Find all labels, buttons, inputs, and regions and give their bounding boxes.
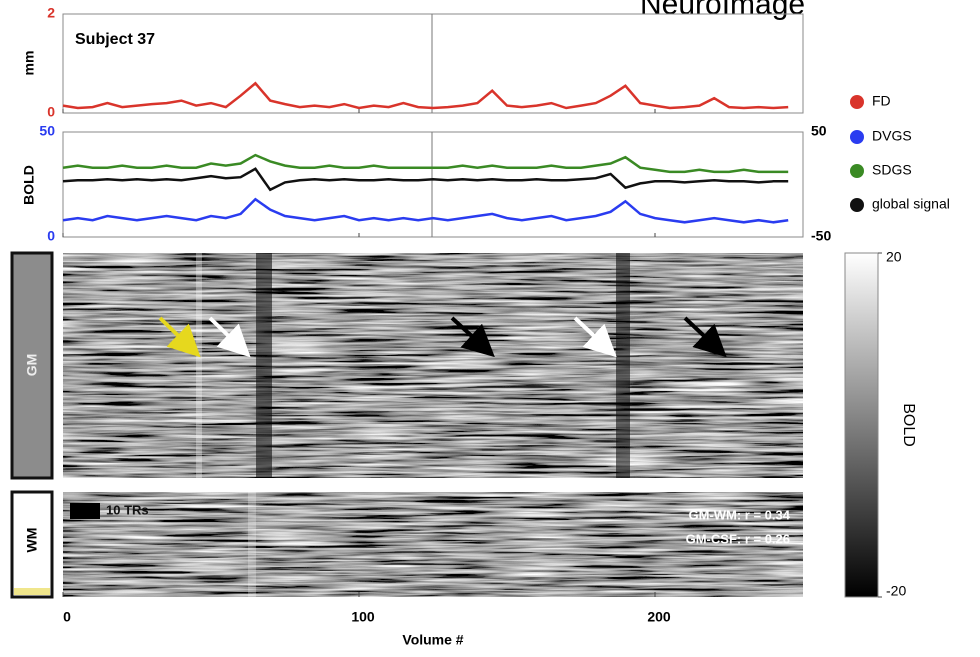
colorbar-tick-label: -20 (886, 583, 906, 599)
y2-tick-label: -50 (811, 228, 831, 244)
bold-panel (62, 131, 804, 238)
scale-bar (70, 503, 100, 519)
y-axis-label: mm (21, 51, 37, 76)
arrow (208, 316, 251, 358)
arrow (573, 316, 617, 358)
x-tick-label: 200 (647, 609, 671, 625)
x-tick-label: 0 (63, 609, 71, 625)
series-line (62, 81, 789, 110)
y2-tick-label: 50 (811, 123, 827, 139)
y-axis-label: BOLD (21, 165, 37, 205)
x-tick-label: 100 (351, 609, 375, 625)
y-tick-label: 2 (47, 5, 55, 21)
arrow (450, 316, 495, 358)
legend-label: SDGS (872, 162, 912, 178)
legend-marker (850, 198, 864, 212)
x-axis-label: Volume # (402, 632, 463, 648)
arrow (683, 316, 727, 358)
legend-marker (850, 130, 864, 144)
colorbar (844, 252, 879, 598)
row-group-label: WM (24, 528, 40, 553)
y-tick-label: 0 (47, 228, 55, 244)
row-group-label: GM (24, 354, 40, 377)
y-tick-label: 50 (39, 123, 55, 139)
y-tick-label: 0 (47, 104, 55, 120)
colorbar-tick-label: 20 (886, 249, 902, 265)
scale-bar-label: 10 TRs (106, 502, 149, 517)
colorbar-label: BOLD (900, 403, 917, 447)
panel-title: Subject 37 (75, 31, 155, 48)
annotation: GM-WM: r = 0.34 (689, 507, 791, 522)
journal-header: NeuroImage (640, 0, 805, 21)
series-line (62, 153, 789, 174)
gm-bar (10, 251, 54, 480)
arrow (158, 316, 201, 358)
legend-label: DVGS (872, 128, 912, 144)
legend-label: FD (872, 93, 891, 109)
annotation: GM-CSF: r = 0.26 (686, 531, 790, 546)
wm-bar (10, 490, 54, 599)
wm-carpet (63, 492, 803, 597)
series-line (62, 167, 789, 192)
legend-marker (850, 164, 864, 178)
legend-marker (850, 95, 864, 109)
gm-carpet (63, 253, 803, 478)
series-line (62, 197, 789, 224)
fd-panel (62, 13, 804, 114)
csf-bar (14, 588, 50, 595)
legend-label: global signal (872, 196, 950, 212)
carpet-bands (196, 253, 630, 597)
